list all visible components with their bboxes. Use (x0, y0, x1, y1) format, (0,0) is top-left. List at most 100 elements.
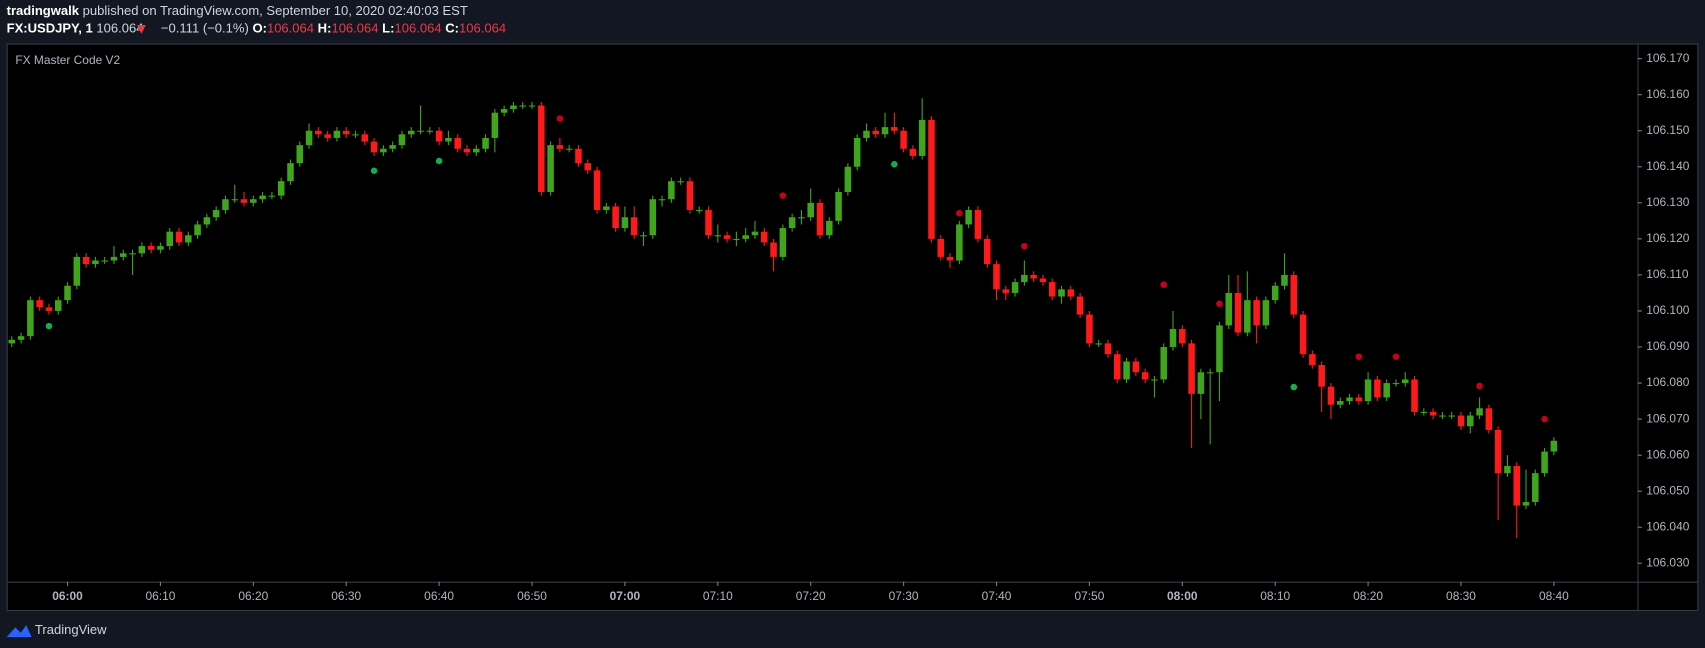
signal-dot (779, 192, 787, 199)
candle-body (1429, 411, 1437, 416)
x-tick-label: 07:50 (1074, 589, 1104, 603)
candle-body (92, 260, 99, 265)
candle-body (259, 195, 266, 200)
candle-body (547, 145, 554, 193)
candle-body (417, 130, 424, 132)
candle-body (686, 181, 694, 211)
candle-body (1141, 372, 1149, 380)
candle-body (73, 256, 81, 286)
candle-body (695, 210, 703, 212)
signal-dot (1021, 242, 1028, 250)
candle-body (398, 134, 406, 146)
y-tick-label: 106.040 (1646, 519, 1690, 533)
candle-body (435, 130, 443, 142)
candle-body (380, 148, 387, 153)
candle-body (1336, 401, 1344, 405)
candle-body (1197, 372, 1205, 394)
x-tick-label: 06:30 (331, 589, 361, 603)
candle-body (1253, 300, 1260, 326)
candle-body (1476, 408, 1483, 416)
candle-body (1309, 354, 1316, 366)
candle-body (519, 105, 526, 107)
brand: TradingView (35, 622, 107, 637)
candle-body (17, 336, 25, 340)
candle-body (1383, 383, 1390, 398)
candle-body (407, 130, 415, 135)
x-tick-label: 07:20 (796, 589, 826, 603)
y-tick-label: 106.130 (1646, 195, 1690, 209)
x-tick-label: 06:20 (238, 589, 268, 603)
x-tick-label: 06:40 (424, 589, 454, 603)
candle-body (742, 235, 749, 239)
ohlc-value: 106.064 (395, 21, 442, 36)
candle-body (575, 148, 582, 164)
candle-body (352, 134, 359, 136)
ohlc-label: L: (382, 21, 394, 36)
x-tick-label: 08:30 (1446, 589, 1476, 603)
candle-body (844, 166, 852, 193)
signal-dot (1160, 281, 1167, 288)
candle-body (8, 339, 16, 344)
candle-body (974, 210, 982, 239)
candle-body (370, 141, 378, 153)
candle-body (909, 148, 917, 156)
candle-body (1011, 282, 1019, 293)
candle-body (1532, 473, 1539, 503)
candle-body (250, 199, 257, 203)
candle-body (268, 195, 276, 197)
candle-body (1095, 343, 1102, 345)
candle-body (1364, 379, 1372, 402)
candle-body (677, 181, 684, 183)
candle-body (129, 253, 136, 255)
candle-body (798, 217, 805, 219)
candle-body (212, 210, 220, 218)
candle-body (853, 137, 861, 167)
candle-body (779, 228, 787, 257)
candle-body (1401, 379, 1409, 384)
candle-body (166, 231, 173, 247)
candle-body (965, 210, 972, 225)
candle-body (175, 231, 183, 243)
candle-body (45, 307, 53, 311)
plot: 106.030 106.040 106.050 106.060 106.070 106.0… (8, 51, 1690, 603)
candle-body (835, 192, 842, 221)
candle-body (1281, 274, 1288, 286)
candle-body (881, 127, 889, 135)
candle-body (1522, 502, 1530, 506)
candle-body (1346, 397, 1353, 402)
candle-body (1039, 278, 1047, 283)
candle-body (185, 235, 192, 243)
candle-body (1494, 429, 1502, 474)
candle-body (120, 253, 127, 257)
y-tick-label: 106.050 (1646, 483, 1690, 497)
candle-body (1030, 274, 1037, 279)
candle-body (640, 235, 647, 237)
candle-body (816, 202, 824, 236)
price: 106.064 (96, 21, 143, 36)
candle-body (1439, 415, 1446, 417)
candle-body (1076, 296, 1084, 315)
candle-body (194, 224, 201, 236)
symbol: FX:USDJPY, 1 (7, 21, 93, 36)
candle-body (482, 137, 489, 149)
candle-body (658, 199, 666, 201)
y-tick-label: 106.100 (1646, 303, 1690, 317)
y-tick-label: 106.090 (1646, 339, 1690, 353)
candle-body (733, 238, 740, 240)
candle-body (157, 246, 164, 250)
candle-body (1262, 300, 1270, 326)
candle-body (668, 181, 675, 200)
ohlc-label: C: (445, 21, 459, 36)
candle-body (333, 130, 341, 138)
candle-body (296, 145, 304, 164)
x-tick-label: 07:30 (889, 589, 919, 603)
candle-body (426, 130, 434, 132)
candle-body (891, 127, 898, 131)
candle-body (361, 134, 369, 142)
candle-body (603, 206, 610, 211)
y-tick-label: 106.170 (1646, 51, 1690, 65)
candle-body (872, 130, 879, 135)
candle-body (27, 300, 34, 337)
candle-body (1411, 379, 1418, 412)
y-tick-label: 106.080 (1646, 375, 1690, 389)
